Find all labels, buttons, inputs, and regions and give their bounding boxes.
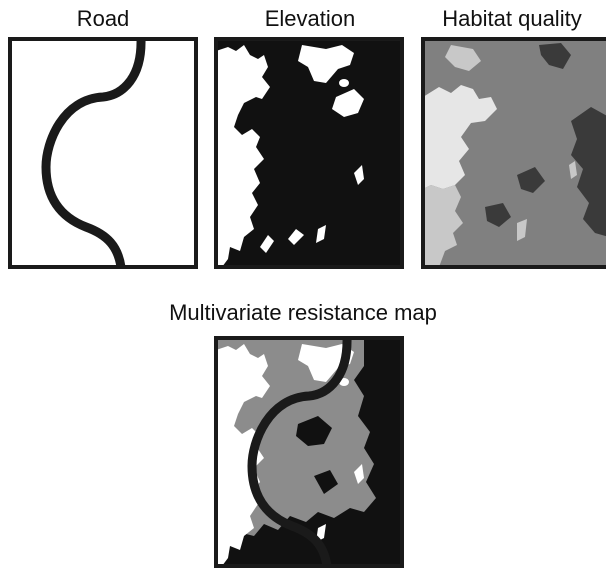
road-panel-frame bbox=[8, 37, 198, 269]
habitat-light-area bbox=[569, 161, 577, 179]
low-elevation-patch bbox=[298, 45, 354, 83]
resistance-map-title: Multivariate resistance map bbox=[169, 300, 437, 325]
low-elevation-patch bbox=[316, 225, 326, 243]
habitat-dark-area bbox=[571, 107, 606, 237]
resistance-high-patch bbox=[296, 416, 332, 446]
resistance-low-area bbox=[298, 344, 354, 382]
road-panel bbox=[8, 37, 198, 269]
road-line bbox=[247, 337, 352, 567]
low-elevation-patch bbox=[260, 235, 274, 253]
low-elevation-patch bbox=[288, 229, 304, 245]
habitat-panel bbox=[421, 37, 606, 269]
road-panel-background bbox=[10, 39, 196, 267]
habitat-panel-title: Habitat quality bbox=[442, 6, 582, 31]
resistance-low-patch bbox=[354, 464, 364, 484]
resistance-low-area bbox=[216, 344, 270, 566]
elevation-panel-frame bbox=[214, 37, 404, 269]
low-elevation-patch bbox=[339, 79, 349, 87]
habitat-light-area bbox=[423, 185, 463, 267]
habitat-lightest-area bbox=[423, 85, 497, 189]
habitat-light-area bbox=[445, 45, 481, 71]
road-panel-title: Road bbox=[76, 6, 130, 31]
low-elevation-patch bbox=[354, 165, 364, 185]
low-elevation-area bbox=[216, 45, 270, 267]
habitat-dark-area bbox=[485, 203, 511, 227]
low-elevation-patch bbox=[332, 89, 364, 117]
habitat-light-area bbox=[517, 219, 527, 241]
habitat-dark-area bbox=[539, 43, 571, 69]
elevation-panel bbox=[214, 37, 404, 269]
habitat-dark-area bbox=[517, 167, 545, 193]
resistance-high-patch bbox=[314, 470, 338, 494]
elevation-panel-title: Elevation bbox=[264, 6, 356, 31]
resistance-map-panel bbox=[214, 336, 404, 568]
habitat-panel-frame bbox=[421, 37, 606, 269]
road-line bbox=[41, 38, 146, 268]
low-elevation-patch bbox=[244, 85, 254, 99]
